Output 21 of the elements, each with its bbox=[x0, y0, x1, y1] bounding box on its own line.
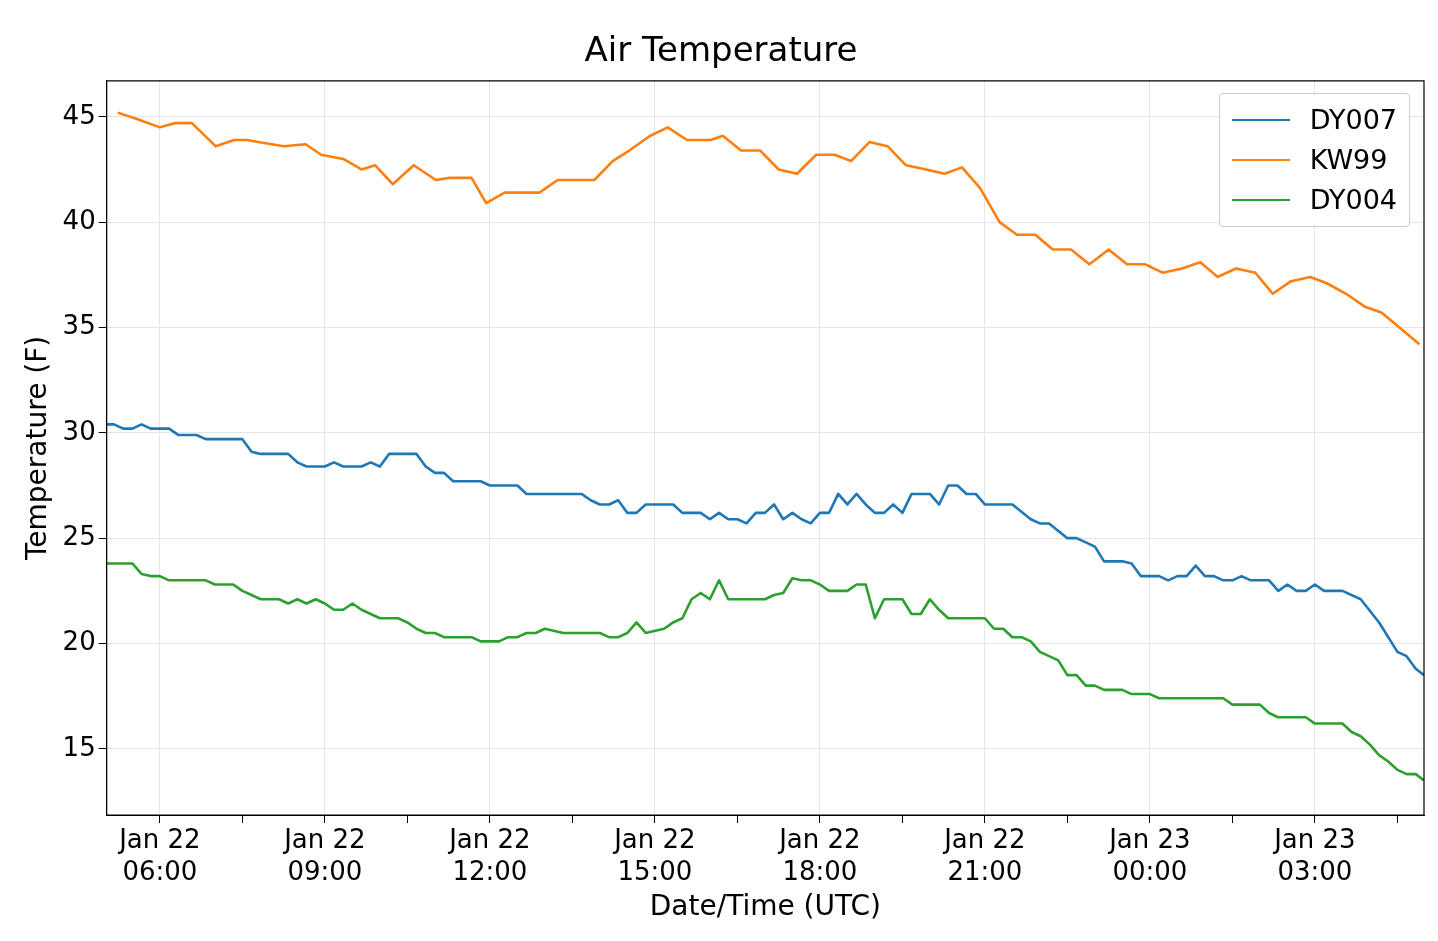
y-tick-label: 20 bbox=[62, 626, 96, 657]
legend-label: DY007 bbox=[1309, 104, 1397, 136]
x-tick-label: Jan 22 15:00 bbox=[612, 824, 696, 886]
x-tick-label: Jan 22 06:00 bbox=[117, 824, 201, 886]
legend-label: DY004 bbox=[1309, 184, 1397, 216]
y-tick-label: 45 bbox=[62, 99, 96, 130]
x-tick-label: Jan 23 00:00 bbox=[1107, 824, 1191, 886]
y-tick-label: 35 bbox=[62, 310, 96, 341]
x-tick-label: Jan 23 03:00 bbox=[1272, 824, 1356, 886]
y-tick-label: 40 bbox=[62, 204, 96, 235]
x-axis-title: Date/Time (UTC) bbox=[649, 889, 881, 923]
x-tick-label: Jan 22 18:00 bbox=[777, 824, 861, 886]
chart-title: Air Temperature bbox=[584, 29, 858, 70]
x-tick-label: Jan 22 12:00 bbox=[447, 824, 531, 886]
x-tick-label: Jan 22 21:00 bbox=[942, 824, 1026, 886]
legend-label: KW99 bbox=[1309, 144, 1388, 176]
x-tick-label: Jan 22 09:00 bbox=[282, 824, 366, 886]
y-axis-title: Temperature (F) bbox=[20, 335, 54, 562]
y-tick-label: 30 bbox=[62, 415, 96, 446]
y-tick-label: 15 bbox=[62, 731, 96, 762]
y-tick-label: 25 bbox=[62, 520, 96, 551]
